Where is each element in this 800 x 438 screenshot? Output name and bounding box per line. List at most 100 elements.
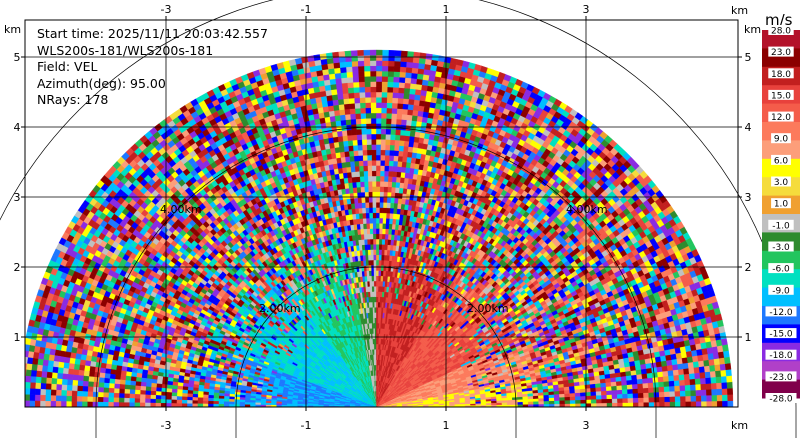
velocity-bin [631,379,638,385]
velocity-bin [580,399,587,404]
velocity-bin [679,379,686,386]
velocity-bin [724,362,732,371]
velocity-bin [507,401,513,405]
velocity-bin [615,376,622,382]
velocity-bin [716,400,723,407]
velocity-bin [611,389,618,395]
velocity-bin [677,363,684,370]
velocity-bin [611,402,618,407]
velocity-bin [606,402,613,407]
velocity-bin [695,389,702,396]
velocity-bin [727,400,734,407]
velocity-bin [622,393,629,399]
velocity-bin [669,385,676,392]
velocity-bin [720,375,728,383]
velocity-bin [642,382,649,389]
velocity-bin [673,374,680,381]
velocity-bin [674,385,681,392]
velocity-bin [653,391,660,398]
velocity-bin [569,399,576,404]
velocity-bin [722,394,728,402]
velocity-bin [709,364,716,372]
velocity-bin [611,385,618,391]
velocity-bin [664,401,671,407]
velocity-bin [648,387,655,393]
velocity-bin [666,359,673,366]
velocity-bin [688,367,695,374]
velocity-bin [684,384,691,391]
velocity-bin [685,390,692,397]
velocity-bin [657,371,664,378]
velocity-bin [590,391,597,396]
velocity-bin [643,392,650,398]
velocity-bin [659,396,665,403]
velocity-bin [716,388,723,396]
velocity-bin [574,388,581,394]
velocity-bin [631,374,638,381]
velocity-bin [700,383,707,391]
velocity-bin [538,400,545,405]
velocity-bin [648,392,655,398]
velocity-bin [711,400,718,407]
velocity-bin [679,390,686,397]
velocity-bin [695,401,702,407]
velocity-bin [646,372,653,379]
velocity-bin [621,384,628,390]
velocity-bin [669,396,676,403]
velocity-bin [708,358,715,366]
velocity-bin [564,399,571,404]
velocity-bin [700,389,707,396]
velocity-bin [689,378,696,386]
velocity-bin [716,394,723,402]
velocity-bin [698,365,706,373]
velocity-bin [706,400,713,407]
velocity-bin [662,375,670,382]
velocity-bin [533,401,539,405]
velocity-bin [647,382,654,388]
velocity-bin [723,356,731,364]
velocity-bin [637,387,644,394]
velocity-bin [698,360,705,368]
velocity-bin [621,388,628,395]
velocity-bin [554,400,560,404]
velocity-bin [703,359,710,367]
velocity-bin [606,390,613,396]
velocity-bin [701,395,707,402]
velocity-bin [699,371,706,379]
velocity-bin [595,386,602,392]
velocity-bin [666,364,674,372]
velocity-bin [667,369,674,377]
velocity-bin [677,368,685,376]
velocity-bin [679,384,686,392]
velocity-bin [637,392,644,398]
velocity-bin [643,397,650,403]
velocity-bin [706,388,713,396]
velocity-bin [517,401,524,405]
velocity-bin [690,401,697,407]
velocity-bin [600,382,607,388]
velocity-bin [656,366,663,373]
velocity-bin [695,383,702,391]
velocity-bin [548,397,555,402]
velocity-bin [648,396,655,403]
velocity-bin [585,399,592,404]
velocity-bin [685,401,692,407]
velocity-bin [616,393,623,399]
velocity-bin [585,402,592,407]
velocity-bin [522,401,529,405]
velocity-bin [678,374,685,381]
velocity-bin [701,400,708,407]
velocity-bin [674,390,681,397]
velocity-bin [642,377,649,384]
velocity-bin [688,372,696,380]
velocity-bin [658,391,665,398]
velocity-bin [590,395,597,400]
velocity-bin [574,395,581,401]
velocity-bin [713,357,721,366]
velocity-bin [668,380,675,387]
velocity-bin [684,378,691,386]
velocity-bin [559,393,565,398]
velocity-bin [617,402,624,407]
velocity-bin [559,400,566,405]
velocity-bin [694,378,701,385]
